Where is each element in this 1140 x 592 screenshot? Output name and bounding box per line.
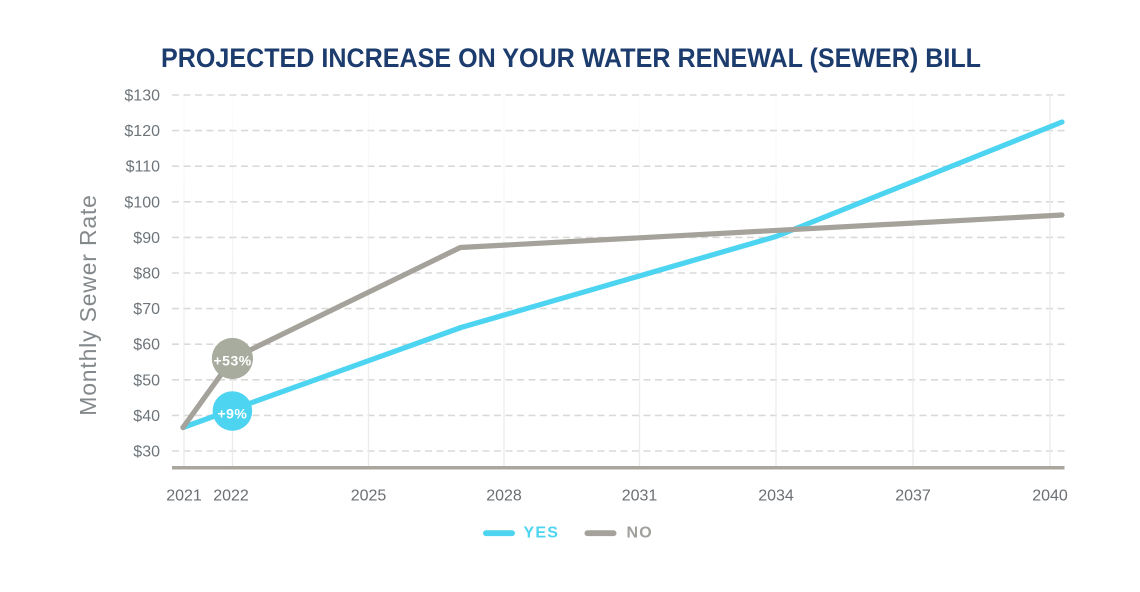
- svg-text:2022: 2022: [213, 488, 249, 505]
- svg-text:$40: $40: [133, 408, 160, 425]
- svg-text:$90: $90: [133, 230, 160, 247]
- svg-text:$50: $50: [133, 372, 160, 389]
- svg-text:2040: 2040: [1032, 488, 1068, 505]
- svg-text:+53%: +53%: [213, 353, 251, 369]
- svg-text:$110: $110: [126, 159, 161, 176]
- svg-text:YES: YES: [524, 525, 560, 542]
- svg-text:+9%: +9%: [218, 406, 248, 422]
- svg-text:$30: $30: [133, 444, 160, 461]
- svg-text:$70: $70: [133, 301, 160, 318]
- svg-text:$120: $120: [124, 123, 160, 140]
- svg-text:2037: 2037: [895, 488, 931, 505]
- svg-text:2031: 2031: [622, 488, 658, 505]
- svg-text:$100: $100: [124, 194, 160, 211]
- svg-text:2034: 2034: [758, 488, 794, 505]
- svg-text:2028: 2028: [486, 488, 522, 505]
- svg-text:$60: $60: [133, 337, 160, 354]
- svg-text:$80: $80: [133, 266, 160, 283]
- svg-text:2025: 2025: [351, 488, 387, 505]
- svg-text:PROJECTED INCREASE ON YOUR WAT: PROJECTED INCREASE ON YOUR WATER RENEWAL…: [161, 43, 981, 73]
- svg-text:$130: $130: [124, 88, 160, 105]
- svg-text:NO: NO: [627, 525, 653, 542]
- svg-text:Monthly Sewer Rate: Monthly Sewer Rate: [75, 194, 101, 416]
- svg-text:2021: 2021: [166, 488, 202, 505]
